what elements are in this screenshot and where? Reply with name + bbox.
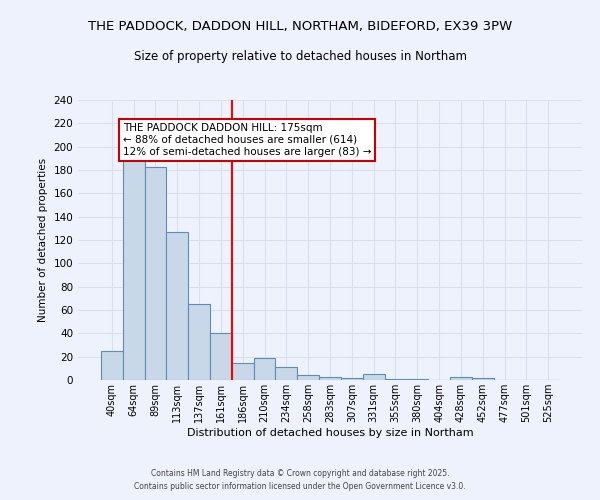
Bar bbox=[319, 376, 341, 380]
Bar bbox=[275, 367, 297, 380]
Text: Contains HM Land Registry data © Crown copyright and database right 2025.: Contains HM Land Registry data © Crown c… bbox=[151, 468, 449, 477]
Bar bbox=[210, 334, 232, 380]
Text: THE PADDOCK, DADDON HILL, NORTHAM, BIDEFORD, EX39 3PW: THE PADDOCK, DADDON HILL, NORTHAM, BIDEF… bbox=[88, 20, 512, 33]
Bar bbox=[101, 351, 123, 380]
Text: Contains public sector information licensed under the Open Government Licence v3: Contains public sector information licen… bbox=[134, 482, 466, 491]
Bar bbox=[254, 358, 275, 380]
Bar bbox=[341, 378, 363, 380]
Bar bbox=[406, 379, 428, 380]
Bar bbox=[123, 155, 145, 380]
Text: Size of property relative to detached houses in Northam: Size of property relative to detached ho… bbox=[133, 50, 467, 63]
Bar bbox=[363, 374, 385, 380]
Bar bbox=[297, 376, 319, 380]
Bar bbox=[472, 378, 494, 380]
Bar bbox=[145, 166, 166, 380]
Bar bbox=[450, 376, 472, 380]
Bar bbox=[166, 232, 188, 380]
Text: THE PADDOCK DADDON HILL: 175sqm
← 88% of detached houses are smaller (614)
12% o: THE PADDOCK DADDON HILL: 175sqm ← 88% of… bbox=[123, 124, 371, 156]
Bar bbox=[188, 304, 210, 380]
X-axis label: Distribution of detached houses by size in Northam: Distribution of detached houses by size … bbox=[187, 428, 473, 438]
Y-axis label: Number of detached properties: Number of detached properties bbox=[38, 158, 48, 322]
Bar bbox=[232, 362, 254, 380]
Bar bbox=[385, 379, 406, 380]
